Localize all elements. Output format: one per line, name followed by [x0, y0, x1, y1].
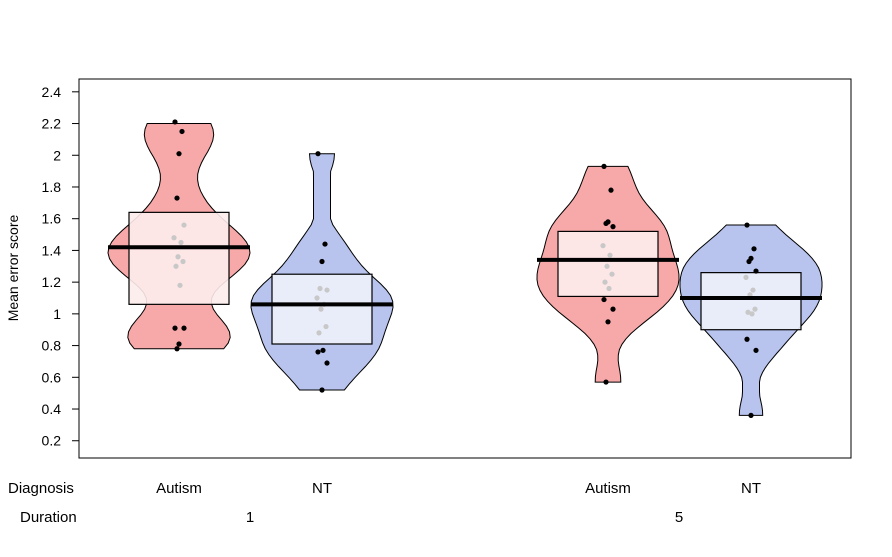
data-point-autism-duration-1: [171, 235, 177, 241]
y-tick-label: 2: [53, 147, 61, 163]
data-point-autism-duration-1: [180, 258, 186, 265]
y-axis: 0.2 0.4 0.6 0.8 1 1.2 1.4 1.6 1.8 2 2.2 2.4: [42, 84, 80, 449]
data-point-autism-duration-5: [608, 187, 614, 193]
data-point-nt-duration-1: [324, 287, 330, 293]
data-point-autism-duration-5: [609, 271, 615, 277]
data-point-nt-duration-5: [751, 246, 757, 252]
row-label-diagnosis: Diagnosis: [8, 480, 74, 497]
data-point-autism-duration-1: [177, 282, 183, 288]
data-point-nt-duration-1: [315, 349, 321, 355]
diagnosis-label-nt-duration-5: NT: [741, 480, 761, 497]
y-axis-title: Mean error score: [5, 214, 21, 321]
data-point-autism-duration-5: [602, 279, 608, 285]
data-point-autism-duration-1: [175, 254, 181, 260]
data-point-autism-duration-5: [601, 163, 607, 169]
data-point-autism-duration-5: [604, 263, 610, 269]
data-point-autism-duration-5: [607, 252, 613, 258]
diagnosis-label-autism-duration-1: Autism: [156, 480, 202, 497]
data-point-nt-duration-1: [319, 258, 325, 265]
data-point-autism-duration-1: [181, 222, 187, 228]
data-point-autism-duration-1: [174, 346, 180, 352]
data-point-autism-duration-1: [176, 341, 182, 347]
data-point-nt-duration-1: [318, 306, 324, 312]
data-point-nt-duration-5: [748, 412, 754, 418]
bean-nt-duration-1: [250, 153, 394, 391]
data-point-autism-duration-5: [603, 379, 609, 385]
data-point-autism-duration-1: [172, 119, 178, 125]
data-point-nt-duration-1: [322, 241, 328, 247]
data-point-autism-duration-5: [610, 306, 616, 312]
beans-layer: [107, 119, 823, 418]
duration-label-5: 5: [675, 509, 683, 526]
inference-box-nt-duration-5: [700, 272, 802, 331]
y-tick-label: 1: [53, 306, 61, 322]
y-tick-label: 0.8: [42, 338, 62, 354]
y-tick-label: 1.4: [42, 242, 62, 258]
data-point-nt-duration-1: [316, 330, 322, 336]
inference-box-autism-duration-1: [128, 211, 230, 305]
data-point-autism-duration-1: [179, 128, 185, 135]
data-point-nt-duration-1: [314, 295, 320, 301]
data-point-nt-duration-5: [753, 268, 759, 274]
data-point-autism-duration-1: [181, 325, 187, 331]
data-point-autism-duration-1: [178, 239, 184, 246]
data-point-autism-duration-5: [610, 224, 616, 230]
data-point-autism-duration-1: [173, 263, 179, 269]
data-point-autism-duration-5: [603, 220, 609, 227]
data-point-nt-duration-5: [753, 347, 759, 353]
data-point-autism-duration-5: [605, 319, 611, 325]
y-tick-label: 2.2: [42, 116, 62, 132]
duration-label-1: 1: [246, 509, 254, 526]
data-point-nt-duration-1: [320, 347, 326, 353]
data-point-nt-duration-1: [319, 387, 325, 393]
data-point-nt-duration-5: [743, 274, 749, 280]
data-point-nt-duration-5: [752, 306, 758, 312]
data-point-autism-duration-5: [601, 296, 607, 303]
data-point-autism-duration-1: [176, 151, 182, 157]
data-point-nt-duration-5: [746, 258, 752, 265]
diagnosis-label-nt-duration-1: NT: [312, 480, 332, 497]
data-point-autism-duration-5: [600, 243, 606, 249]
data-point-nt-duration-5: [745, 309, 751, 315]
data-point-autism-duration-1: [174, 195, 180, 201]
y-tick-label: 2.4: [42, 84, 62, 100]
data-point-autism-duration-1: [172, 325, 178, 331]
data-point-autism-duration-5: [606, 285, 612, 292]
data-point-nt-duration-5: [744, 336, 750, 342]
x-labels: Autism NT 1 Autism NT 5: [156, 480, 761, 526]
y-tick-label: 1.6: [42, 211, 62, 227]
y-tick-label: 0.2: [42, 433, 62, 449]
row-label-duration: Duration: [20, 509, 77, 526]
diagnosis-label-autism-duration-5: Autism: [585, 480, 631, 497]
data-point-nt-duration-1: [315, 151, 321, 157]
y-tick-label: 1.2: [42, 274, 62, 290]
data-point-nt-duration-1: [324, 360, 330, 366]
data-point-nt-duration-5: [750, 287, 756, 293]
data-point-nt-duration-1: [317, 285, 323, 292]
y-tick-label: 0.6: [42, 369, 62, 385]
data-point-nt-duration-5: [749, 311, 755, 317]
y-tick-label: 1.8: [42, 179, 62, 195]
y-tick-label: 0.4: [42, 401, 62, 417]
data-point-nt-duration-5: [744, 222, 750, 228]
data-point-nt-duration-1: [323, 323, 329, 330]
